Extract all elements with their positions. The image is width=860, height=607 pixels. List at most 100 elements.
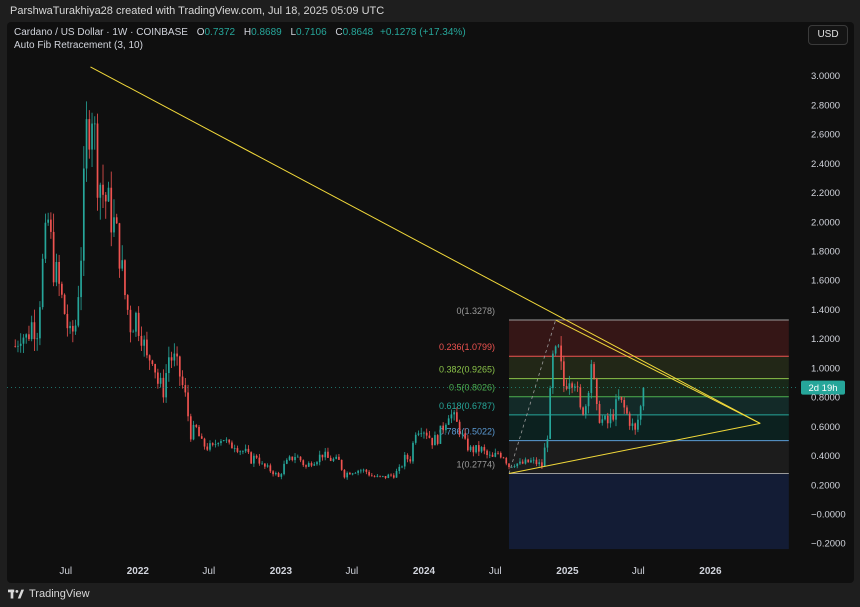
candle-body (121, 260, 124, 269)
candle-body (154, 364, 156, 373)
candle-body (554, 346, 557, 354)
candle-body (321, 454, 324, 458)
candle-body (510, 466, 513, 468)
candle-body (189, 416, 192, 440)
chart-frame[interactable]: 0(1.3278) 0.236(1.0799) 0.382(0.9265) 0.5(0… (7, 22, 854, 583)
y-tick-label: −0.0000 (811, 510, 846, 521)
candle-body (552, 353, 554, 389)
candle-body (291, 456, 294, 461)
candle-body (255, 455, 258, 458)
x-tick-label: 2025 (556, 566, 579, 577)
candle-body (373, 476, 376, 478)
candle-body (354, 472, 357, 474)
current-price-countdown: 2d 19h (808, 383, 837, 394)
candle-body (211, 443, 214, 445)
currency-button[interactable]: USD (808, 25, 848, 45)
candle-body (626, 407, 628, 414)
candle-body (187, 392, 189, 417)
candle-body (609, 414, 612, 424)
close-value: 0.8648 (342, 27, 374, 38)
chart-credit: ParshwaTurakhiya28 created with TradingV… (10, 5, 385, 17)
candle-body (327, 451, 329, 458)
candle-body (508, 463, 510, 468)
candle-body (58, 261, 60, 284)
candle-body (200, 436, 203, 439)
candle-body (530, 460, 532, 463)
candle-body (464, 433, 466, 439)
candle-body (203, 438, 206, 447)
candle-body (524, 459, 527, 464)
candle-body (299, 456, 302, 461)
x-tick-label: Jul (345, 566, 358, 577)
candle-body (497, 452, 499, 454)
candle-body (617, 396, 620, 400)
candle-body (582, 407, 584, 415)
candle-body (195, 424, 198, 427)
trendline-2 (508, 422, 761, 474)
candle-body (628, 413, 631, 426)
candle-body (560, 345, 562, 362)
candle-body (80, 260, 82, 298)
candle-body (409, 459, 412, 462)
candle-body (261, 463, 263, 465)
fib-level-label-0.382: 0.382(0.9265) (439, 365, 495, 375)
candle-body (434, 435, 436, 446)
change-value: +0.1278 (+17.34%) (380, 27, 466, 38)
candle-body (146, 339, 148, 356)
candle-body (488, 454, 491, 456)
candle-body (52, 231, 55, 283)
price-chart[interactable]: 0(1.3278)0.236(1.0799)0.382(0.9265)0.5(0… (7, 22, 854, 583)
candle-body (305, 465, 307, 467)
x-tick-label: 2024 (413, 566, 436, 577)
candle-body (135, 312, 137, 332)
y-tick-label: 1.8000 (811, 247, 840, 258)
candle-body (47, 219, 49, 223)
low-label: L (290, 27, 297, 38)
candle-body (242, 451, 244, 453)
candle-body (634, 423, 637, 430)
candle-body (137, 312, 140, 336)
candle-body (351, 473, 354, 475)
candle-body (313, 464, 316, 466)
candle-body (165, 373, 167, 398)
high-value: 0.8689 (251, 27, 282, 38)
symbol-legend[interactable]: Cardano / US Dollar · 1W · COINBASE O0.7… (14, 27, 466, 38)
candle-body (631, 423, 634, 426)
x-tick-label: Jul (632, 566, 645, 577)
indicator-legend[interactable]: Auto Fib Retracement (3, 10) (14, 40, 143, 51)
header-bar: ParshwaTurakhiya28 created with TradingV… (0, 0, 860, 22)
tradingview-logo[interactable]: TradingView (8, 588, 90, 600)
candle-body (428, 435, 431, 438)
fib-level-label-0.786: 0.786(0.5022) (439, 427, 495, 437)
candle-body (30, 322, 33, 340)
candle-body (82, 168, 85, 261)
candle-body (167, 357, 170, 374)
candle-body (124, 260, 126, 296)
candle-body (302, 460, 305, 466)
candle-body (549, 388, 552, 439)
candle-body (595, 378, 598, 405)
open-value: 0.7372 (204, 27, 236, 38)
candle-body (349, 472, 351, 475)
candle-body (527, 459, 530, 463)
candle-body (285, 459, 288, 464)
candle-body (456, 412, 458, 422)
candle-body (620, 396, 623, 400)
candle-body (384, 475, 387, 479)
candle-body (173, 353, 176, 361)
open-label: O (196, 27, 205, 38)
candle-body (247, 448, 250, 453)
y-tick-label: 0.2000 (811, 480, 840, 491)
candle-body (425, 432, 428, 436)
candle-body (85, 119, 88, 169)
trendline-3 (555, 319, 761, 424)
tradingview-mark-icon (8, 589, 24, 598)
candle-body (102, 184, 104, 195)
candle-body (33, 322, 36, 340)
candle-body (362, 469, 365, 471)
candle-body (513, 466, 516, 467)
candle-body (642, 387, 645, 407)
candle-body (598, 404, 601, 423)
candle-body (379, 475, 381, 477)
candle-body (113, 217, 115, 233)
